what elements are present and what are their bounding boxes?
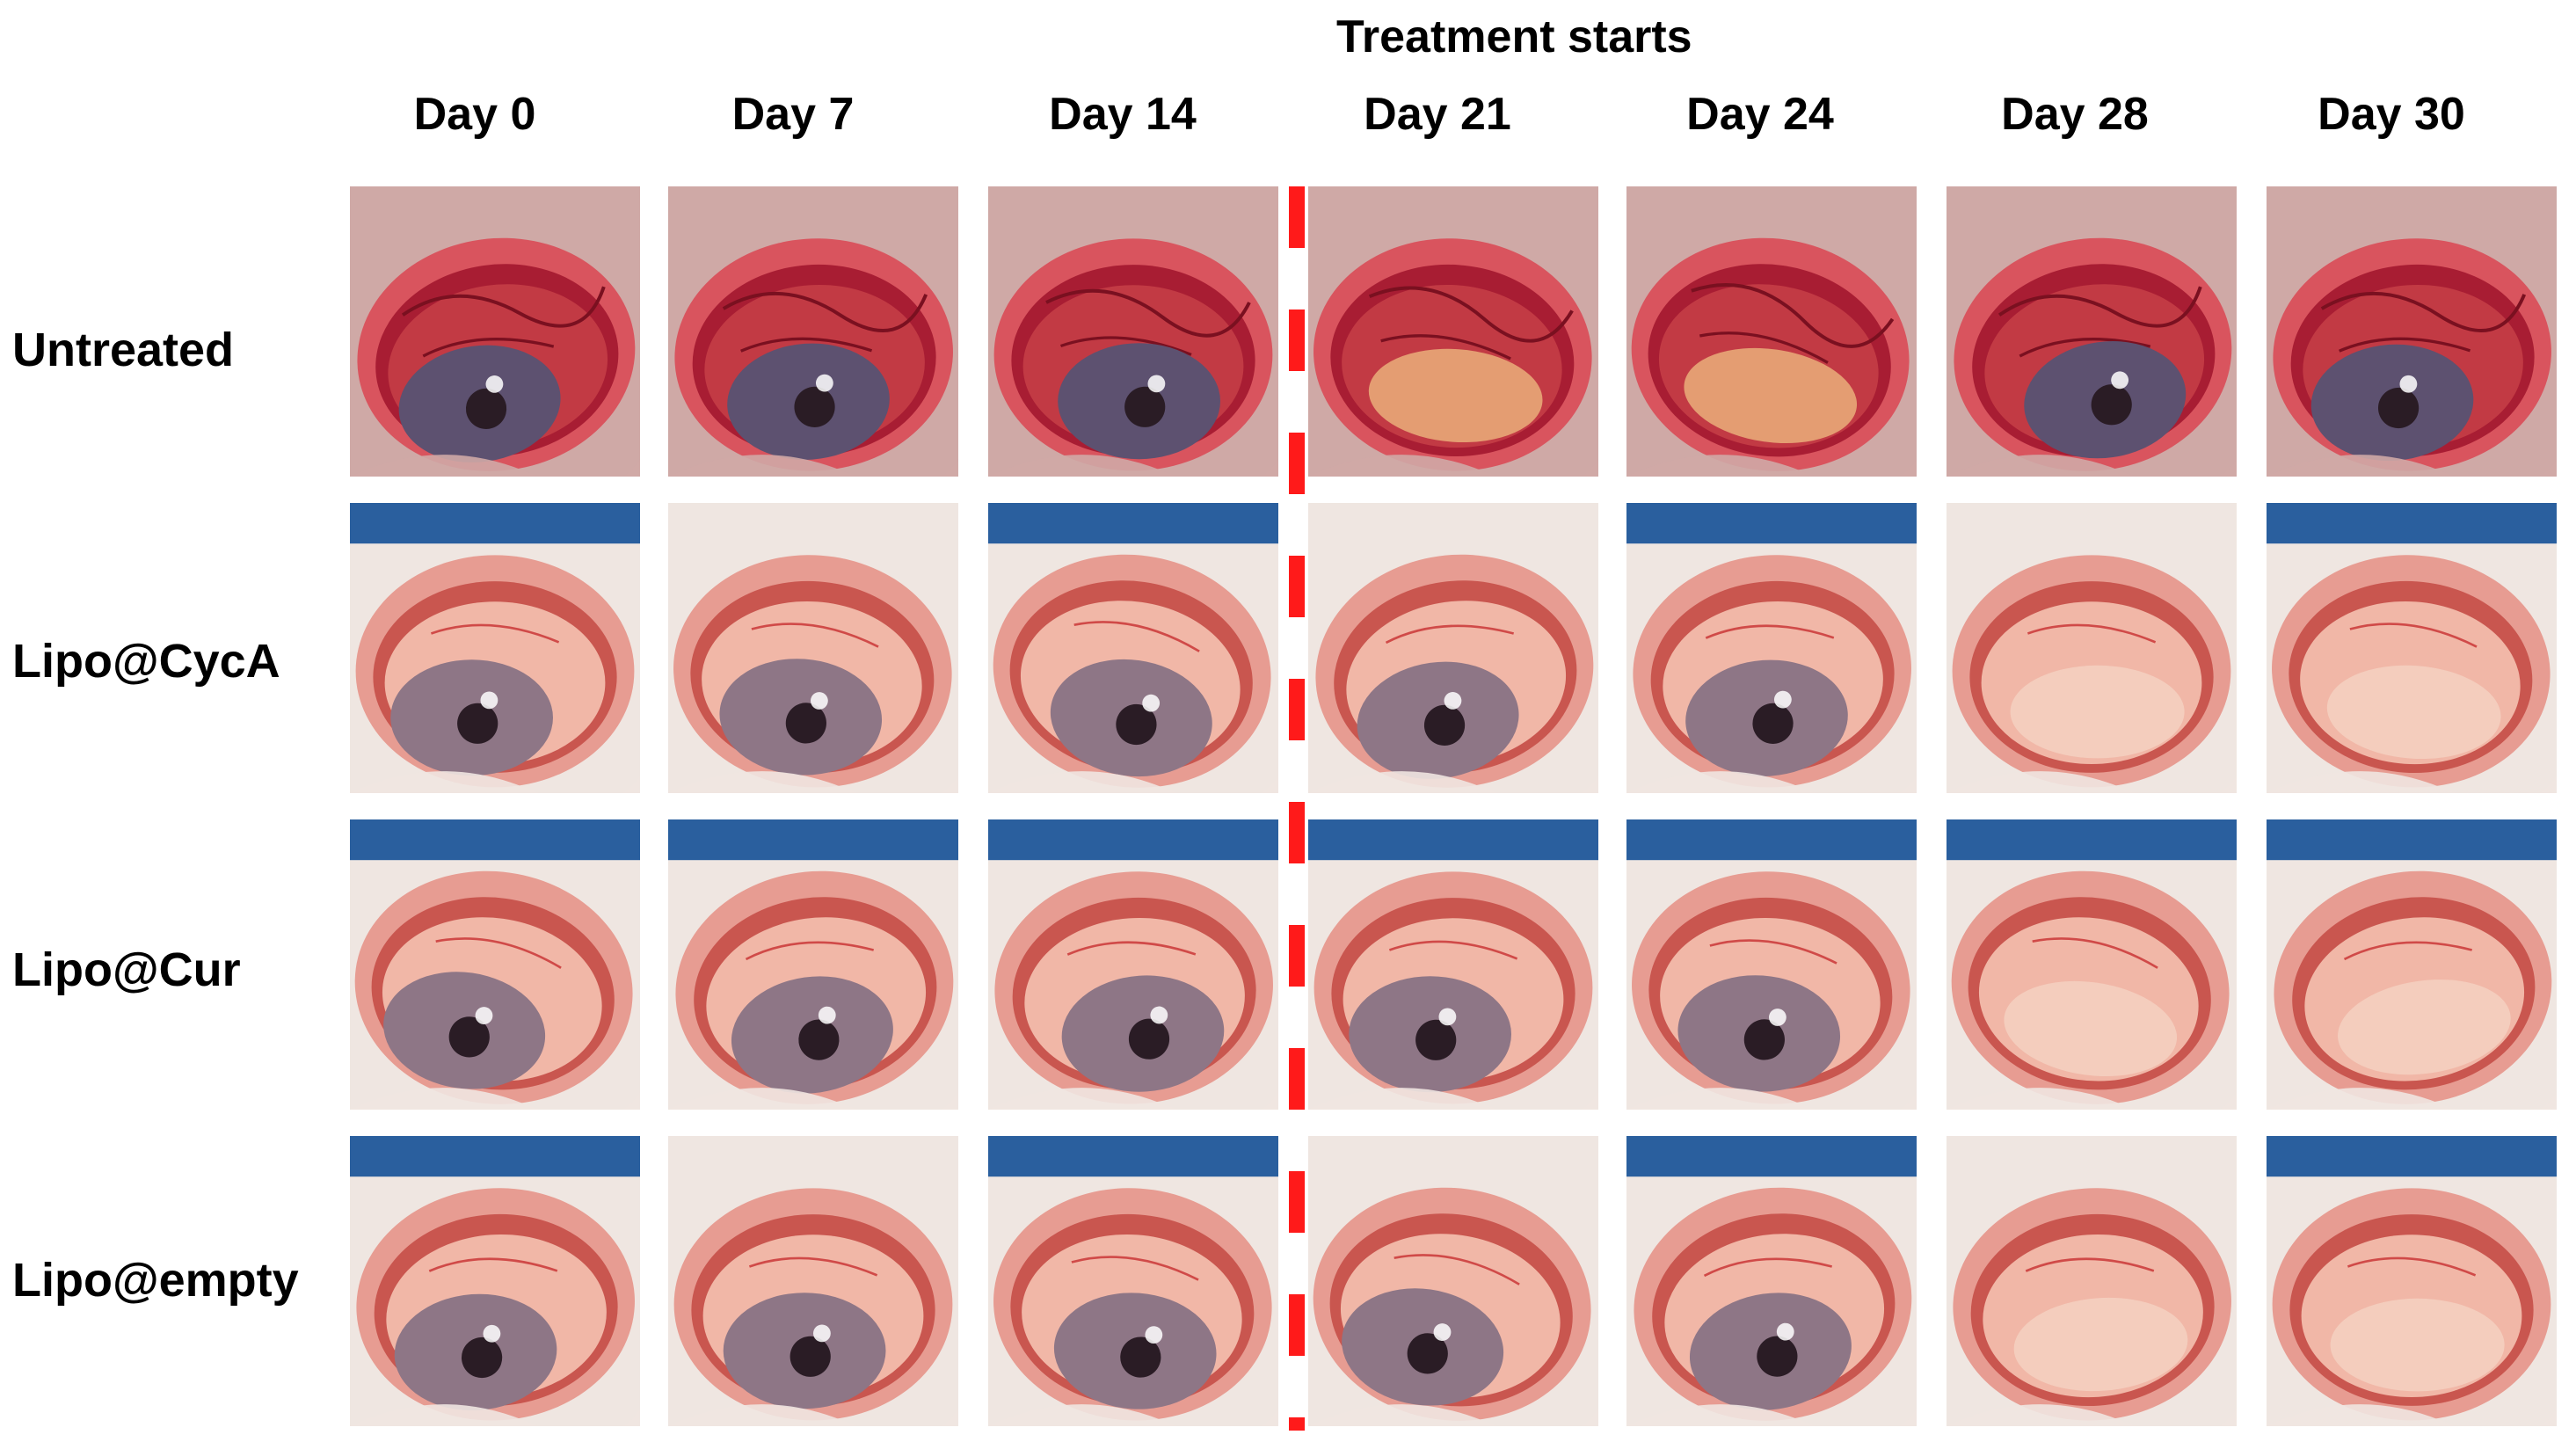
row-label-lipo-empty: Lipo@empty bbox=[12, 1254, 299, 1307]
eye-photo-lipo-cur-day-30 bbox=[2267, 819, 2557, 1110]
eye-photo-lipo-cur-day-14 bbox=[988, 819, 1278, 1110]
eye-photo-untreated-day-24 bbox=[1626, 186, 1917, 477]
eye-photo-lipo-empty-day-21 bbox=[1308, 1136, 1598, 1426]
row-label-lipo-cyca: Lipo@CycA bbox=[12, 635, 280, 688]
eye-photo-lipo-empty-day-30 bbox=[2267, 1136, 2557, 1426]
eye-photo-lipo-empty-day-28 bbox=[1947, 1136, 2237, 1426]
eye-photo-lipo-cyca-day-0 bbox=[350, 503, 640, 793]
column-label-day-7: Day 7 bbox=[731, 89, 855, 140]
eye-photo-lipo-cyca-day-21 bbox=[1308, 503, 1598, 793]
eye-photo-untreated-day-28 bbox=[1947, 186, 2237, 477]
eye-photo-lipo-empty-day-14 bbox=[988, 1136, 1278, 1426]
eye-photo-untreated-day-0 bbox=[350, 186, 640, 477]
eye-photo-untreated-day-21 bbox=[1308, 186, 1598, 477]
eye-photo-untreated-day-7 bbox=[668, 186, 958, 477]
row-label-untreated: Untreated bbox=[12, 324, 235, 376]
eye-photo-lipo-cur-day-24 bbox=[1626, 819, 1917, 1110]
column-label-day-30: Day 30 bbox=[2318, 89, 2465, 140]
eye-photo-untreated-day-14 bbox=[988, 186, 1278, 477]
eye-photo-lipo-cur-day-21 bbox=[1308, 819, 1598, 1110]
eye-photo-lipo-cyca-day-28 bbox=[1947, 503, 2237, 793]
row-label-lipo-cur: Lipo@Cur bbox=[12, 943, 241, 996]
eye-photo-lipo-cur-day-0 bbox=[350, 819, 640, 1110]
treatment-divider-dashed-line bbox=[1289, 186, 1305, 1431]
eye-photo-lipo-empty-day-0 bbox=[350, 1136, 640, 1426]
eye-photo-lipo-cyca-day-24 bbox=[1626, 503, 1917, 793]
eye-photo-lipo-cyca-day-7 bbox=[668, 503, 958, 793]
eye-photo-untreated-day-30 bbox=[2267, 186, 2557, 477]
column-label-day-0: Day 0 bbox=[413, 89, 536, 140]
column-label-day-24: Day 24 bbox=[1686, 89, 1834, 140]
column-label-day-21: Day 21 bbox=[1364, 89, 1511, 140]
eye-photo-lipo-cyca-day-30 bbox=[2267, 503, 2557, 793]
treatment-starts-label: Treatment starts bbox=[1336, 11, 1692, 62]
eye-photo-lipo-empty-day-24 bbox=[1626, 1136, 1917, 1426]
column-label-day-14: Day 14 bbox=[1049, 89, 1197, 140]
eye-photo-lipo-empty-day-7 bbox=[668, 1136, 958, 1426]
column-label-day-28: Day 28 bbox=[2001, 89, 2149, 140]
eye-photo-lipo-cur-day-28 bbox=[1947, 819, 2237, 1110]
eye-photo-lipo-cur-day-7 bbox=[668, 819, 958, 1110]
eye-photo-lipo-cyca-day-14 bbox=[988, 503, 1278, 793]
